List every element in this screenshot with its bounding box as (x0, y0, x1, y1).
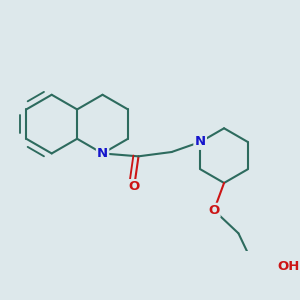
Text: N: N (195, 135, 206, 148)
Text: N: N (97, 147, 108, 160)
Text: N: N (195, 135, 206, 148)
Text: N: N (195, 135, 206, 148)
Text: O: O (208, 204, 220, 217)
Text: OH: OH (278, 260, 300, 273)
Text: N: N (97, 147, 108, 160)
Text: O: O (129, 180, 140, 193)
Text: N: N (195, 135, 206, 148)
